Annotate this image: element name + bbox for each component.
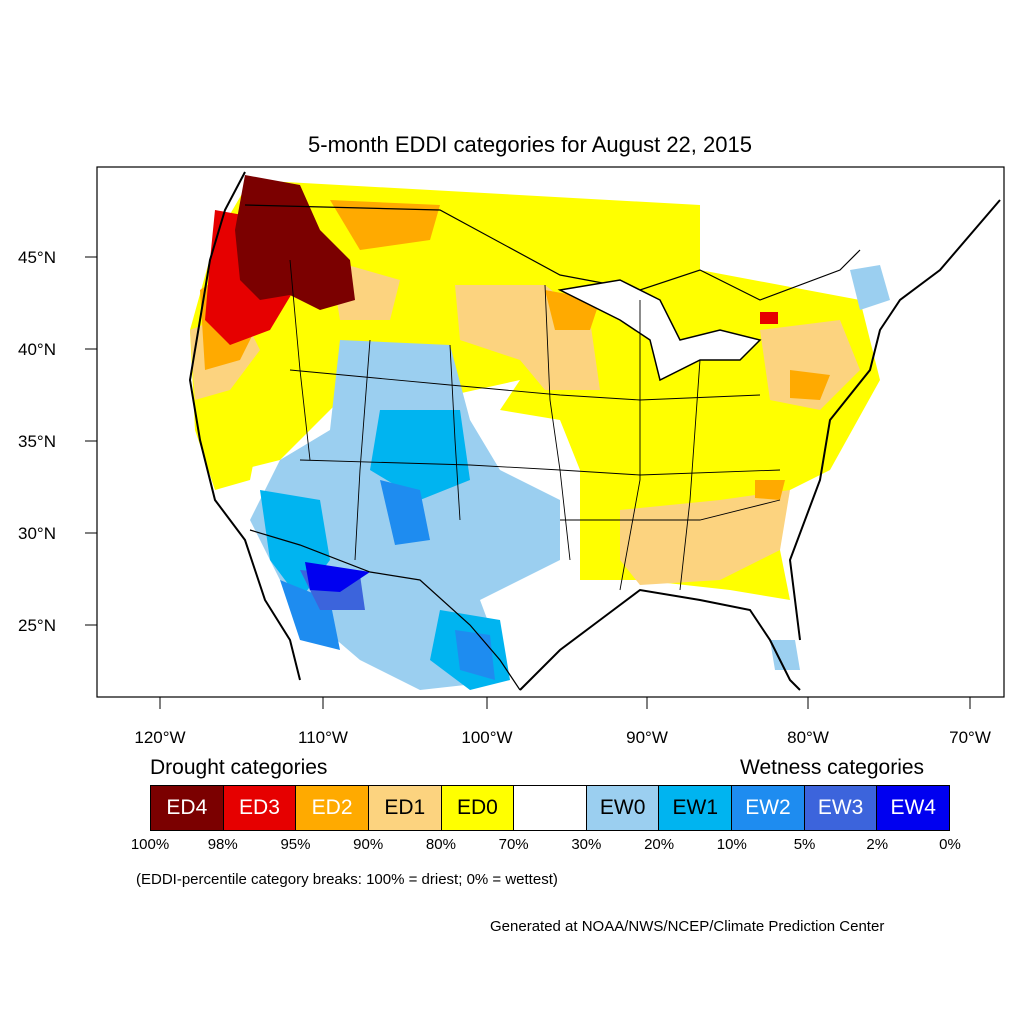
lon-label: 70°W <box>949 728 991 747</box>
drought-heading: Drought categories <box>150 756 328 779</box>
axis-ticks <box>85 256 971 709</box>
lon-label: 120°W <box>134 728 186 747</box>
region-ed2-north <box>330 200 440 250</box>
percent-break-label: 70% <box>498 836 529 853</box>
region-ew0-fl <box>770 640 800 670</box>
eddi-map <box>85 166 1005 709</box>
lat-label: 45°N <box>18 248 56 267</box>
percent-break-label: 5% <box>793 836 816 853</box>
lon-label: 110°W <box>298 728 348 747</box>
lon-label: 100°W <box>461 728 513 747</box>
percent-break-label: 20% <box>644 836 675 853</box>
great-lakes <box>557 279 762 382</box>
lon-label: 80°W <box>787 728 829 747</box>
legend-swatch: ED1 <box>368 786 442 830</box>
percent-break-label: 30% <box>571 836 602 853</box>
region-ed3-ne <box>760 312 778 324</box>
percent-break-label: 2% <box>866 836 889 853</box>
coastline-west <box>188 171 301 681</box>
legend-swatch: EW3 <box>804 786 878 830</box>
legend-swatch: ED0 <box>441 786 515 830</box>
percent-break-label: 98% <box>207 836 238 853</box>
percent-break-label: 95% <box>280 836 311 853</box>
region-ew0-maine <box>850 265 890 310</box>
us-canada-border <box>244 204 861 301</box>
map-frame <box>96 166 1005 698</box>
lat-label: 35°N <box>18 432 56 451</box>
percent-break-label: 80% <box>425 836 456 853</box>
legend-swatch: ED3 <box>223 786 297 830</box>
legend-swatch: ED2 <box>296 786 369 830</box>
coastline-east <box>788 199 1001 641</box>
region-ew4-mx <box>305 562 370 592</box>
region-ed1-southeast <box>620 490 790 585</box>
legend-swatch: EW1 <box>659 786 733 830</box>
coastline-gulf <box>519 588 801 691</box>
legend-swatch: ED4 <box>151 786 224 830</box>
lat-label: 25°N <box>18 616 56 635</box>
category-regions <box>188 170 1001 697</box>
region-ew1-co <box>370 410 470 500</box>
lon-label: 90°W <box>626 728 668 747</box>
credit-line: Generated at NOAA/NWS/NCEP/Climate Predi… <box>490 918 885 935</box>
legend-swatch <box>514 786 587 830</box>
region-ed4-pnw <box>235 175 355 310</box>
percent-break-label: 10% <box>716 836 747 853</box>
map-title: 5-month EDDI categories for August 22, 2… <box>308 132 752 157</box>
legend-swatch: EW2 <box>732 786 805 830</box>
legend-swatch: EW4 <box>877 786 950 830</box>
legend-colorbar: ED4 ED3 ED2 ED1 ED0 EW0 EW1 EW2 EW3 EW4 <box>150 785 950 831</box>
region-ed1-northeast <box>760 320 860 410</box>
legend-swatch: EW0 <box>586 786 660 830</box>
us-mexico-border <box>249 529 521 691</box>
state-borders <box>289 259 781 591</box>
region-ed2-ga <box>755 480 785 500</box>
percent-break-label: 90% <box>353 836 384 853</box>
region-ew2-az <box>280 580 340 650</box>
region-ed2-ne <box>790 370 830 400</box>
wetness-heading: Wetness categories <box>740 756 925 779</box>
lat-label: 30°N <box>18 524 56 543</box>
percent-break-label: 0% <box>939 836 961 853</box>
lat-label: 40°N <box>18 340 56 359</box>
region-ew2-nm <box>380 480 430 545</box>
percent-break-label: 100% <box>130 836 170 853</box>
region-ed0-west <box>230 360 360 470</box>
category-note: (EDDI-percentile category breaks: 100% =… <box>136 871 558 888</box>
